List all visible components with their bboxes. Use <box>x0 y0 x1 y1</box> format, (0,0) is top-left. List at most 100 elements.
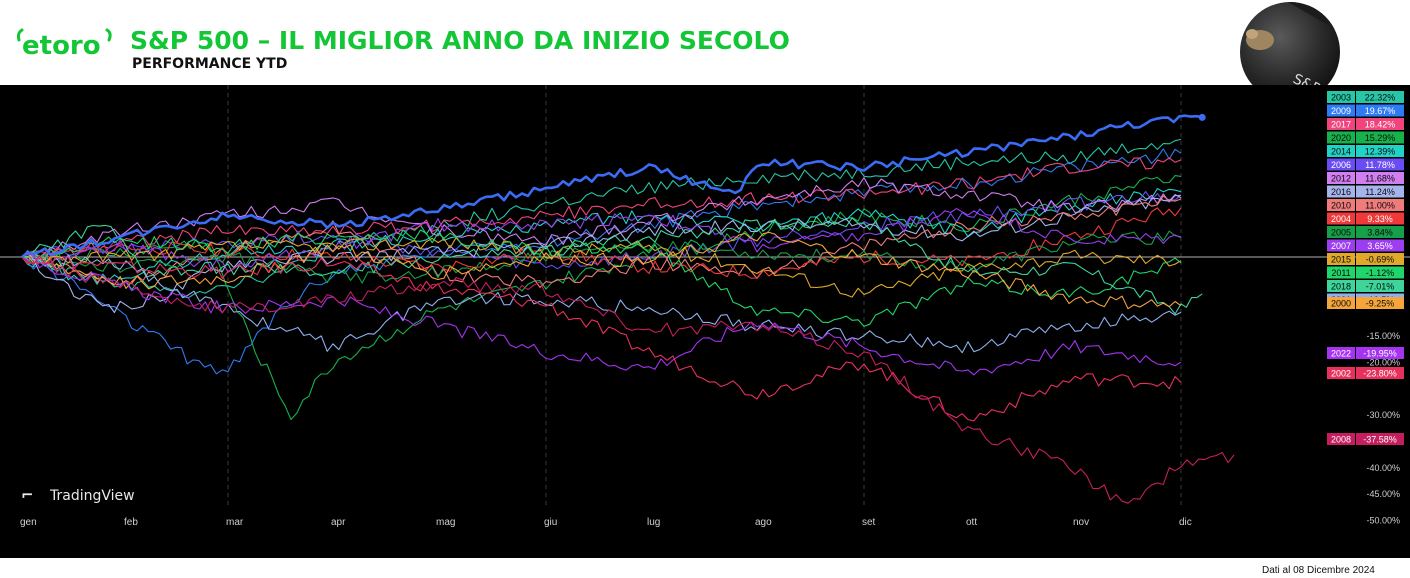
legend-year-label: 2002 <box>1331 369 1351 379</box>
legend-year-label: 2009 <box>1331 106 1351 116</box>
legend-year-box <box>1327 253 1355 265</box>
page-subtitle: PERFORMANCE YTD <box>132 56 288 72</box>
legend-item-2014: 2014 12.39% <box>1327 145 1404 157</box>
x-tick-label: feb <box>124 517 138 528</box>
etoro-logo-mark: etoro <box>16 28 112 60</box>
legend-year-label: 2016 <box>1331 187 1351 197</box>
x-tick-label: dic <box>1179 517 1192 528</box>
series-line-2024 <box>21 114 1203 259</box>
x-tick-label: apr <box>331 517 346 528</box>
legend-value-label: 11.68% <box>1365 174 1395 184</box>
legend-value-box <box>1356 91 1404 103</box>
legend-year-box <box>1327 239 1355 252</box>
legend-value-box <box>1356 185 1404 198</box>
y-tick-label: -15.00% <box>1366 331 1400 341</box>
legend-value-box <box>1356 172 1404 184</box>
legend-item-2016: 2016 11.24% <box>1327 185 1404 198</box>
legend-value-box <box>1356 266 1404 279</box>
legend-year-label: 2008 <box>1331 435 1351 445</box>
legend-year-box <box>1327 199 1355 211</box>
series-line-2018 <box>21 216 1203 315</box>
watermark-text: TradingView <box>49 488 135 504</box>
legend-value-label: -19.95% <box>1363 349 1397 359</box>
legend-value-box <box>1356 118 1404 130</box>
legend-value-box <box>1356 367 1404 379</box>
legend-value-box <box>1356 158 1404 171</box>
legend-value-label: -23.80% <box>1363 369 1397 379</box>
y-tick-label: -20.00% <box>1366 357 1400 367</box>
legend-value-label: 12.39% <box>1365 147 1396 157</box>
legend-year-box <box>1327 118 1355 130</box>
legend-item-2010: 2010 11.00% <box>1327 199 1404 211</box>
legend-value-label: 11.00% <box>1365 201 1395 211</box>
series-line-2004 <box>21 207 1182 279</box>
legend-item-2003: 2003 22.32% <box>1327 91 1404 103</box>
y-tick-label: -50.00% <box>1366 516 1400 526</box>
legend-item-2012: 2012 11.68% <box>1327 172 1404 184</box>
legend-year-label: 2004 <box>1331 214 1351 224</box>
legend-year-box <box>1327 91 1355 103</box>
legend-year-label: 2003 <box>1331 93 1351 103</box>
legend-item-2022: 2022 -19.95% <box>1327 347 1404 359</box>
series-line-2020 <box>21 175 1182 421</box>
legend-year-label: 2020 <box>1331 133 1351 143</box>
legend-value-box <box>1356 104 1404 117</box>
x-tick-label: set <box>862 517 876 528</box>
legend-value-box <box>1356 212 1404 225</box>
legend-value-label: -7.01% <box>1366 282 1395 292</box>
legend-year-label: 2006 <box>1331 160 1351 170</box>
legend-value-box <box>1356 280 1404 292</box>
legend-item-2018: 2018 -7.01% <box>1327 280 1404 292</box>
legend-value-box <box>1356 145 1404 157</box>
legend-item-2007: 2007 3.65% <box>1327 239 1404 252</box>
legend-value-label: -0.69% <box>1366 255 1395 265</box>
legend-value-label: 18.42% <box>1365 120 1396 130</box>
series-line-2007 <box>21 208 1182 273</box>
legend-item-2006: 2006 11.78% <box>1327 158 1404 171</box>
legend-year-box <box>1327 280 1355 292</box>
legend-value-label: -1.12% <box>1366 268 1395 278</box>
legend-year-label: 2005 <box>1331 228 1351 238</box>
legend-value-box <box>1356 297 1404 309</box>
x-tick-label: giu <box>544 517 557 528</box>
legend-value-box <box>1356 347 1404 359</box>
legend-year-label: 2015 <box>1331 255 1351 265</box>
y-tick-label: -40.00% <box>1366 463 1400 473</box>
legend-year-label: 2017 <box>1331 120 1351 130</box>
legend-year-box <box>1327 266 1355 279</box>
legend-item-2020: 2020 15.29% <box>1327 131 1404 144</box>
x-tick-label: mag <box>436 517 455 528</box>
legend-year-box <box>1327 297 1355 309</box>
x-tick-label: mar <box>226 517 244 528</box>
legend-year-box <box>1327 226 1355 238</box>
legend-year-label: 2000 <box>1331 299 1351 309</box>
legend-year-box <box>1327 158 1355 171</box>
series-line-2012 <box>21 177 1182 258</box>
legend-value-box <box>1356 199 1404 211</box>
legend-item-2017: 2017 18.42% <box>1327 118 1404 130</box>
legend-value-box <box>1356 226 1404 238</box>
legend-value-box <box>1356 239 1404 252</box>
x-tick-label: lug <box>647 517 660 528</box>
legend-value-label: 3.84% <box>1367 228 1393 238</box>
etoro-logo: etoro <box>16 26 116 60</box>
legend-item-2015: 2015 -0.69% <box>1327 253 1404 265</box>
series-line-2017 <box>21 157 1182 261</box>
y-tick-label: -45.00% <box>1366 489 1400 499</box>
legend-value-box <box>1356 131 1404 144</box>
x-tick-label: nov <box>1073 517 1089 528</box>
legend-year-label: 2014 <box>1331 147 1351 157</box>
legend-item-2005: 2005 3.84% <box>1327 226 1404 238</box>
x-tick-label: gen <box>20 517 37 528</box>
legend-value-label: 3.65% <box>1367 241 1393 251</box>
series-line-2008 <box>21 255 1235 504</box>
x-tick-label: ott <box>966 517 977 528</box>
legend-year-box <box>1327 212 1355 225</box>
page-title: S&P 500 – IL MIGLIOR ANNO DA INIZIO SECO… <box>130 26 790 55</box>
legend-item-2002: 2002 -23.80% <box>1327 367 1404 379</box>
series-line-2011 <box>21 229 1182 327</box>
series-line-2022 <box>21 253 1182 376</box>
legend-value-label: 22.32% <box>1365 93 1396 103</box>
legend-value-label: 15.29% <box>1365 133 1396 143</box>
legend-year-label: 2022 <box>1331 349 1351 359</box>
